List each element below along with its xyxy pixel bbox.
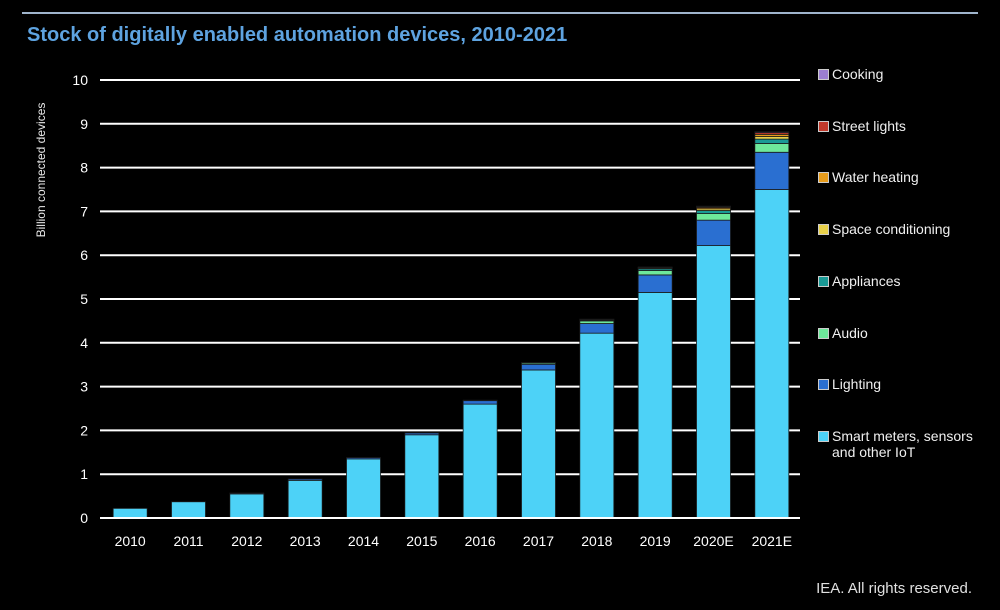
- x-tick-label: 2016: [465, 533, 496, 549]
- bar-segment: [287, 478, 323, 481]
- bar-segment: [637, 270, 673, 276]
- y-tick-label: 6: [80, 247, 88, 263]
- legend-swatch: [818, 69, 829, 80]
- bar-segment: [229, 493, 265, 519]
- y-tick-label: 8: [80, 160, 88, 176]
- chart-title: Stock of digitally enabled automation de…: [27, 24, 568, 46]
- legend-swatch: [818, 172, 829, 184]
- y-tick-label: 3: [80, 379, 88, 395]
- legend-item: Appliances: [818, 273, 988, 289]
- bar-segment: [521, 362, 556, 364]
- x-tick-label: 2017: [523, 533, 554, 549]
- bar-segment: [112, 507, 148, 519]
- bar-segment: [696, 210, 731, 214]
- bar-segment: [521, 369, 556, 519]
- legend-swatch: [818, 379, 829, 391]
- top-rule: [22, 12, 978, 14]
- bar-segment: [346, 458, 381, 519]
- bar-segment: [754, 151, 790, 190]
- bar-segment: [637, 292, 673, 519]
- bar-segment: [462, 403, 498, 519]
- legend-label: Cooking: [832, 66, 884, 82]
- bar-segment: [171, 501, 206, 519]
- bar-segment: [462, 399, 498, 402]
- x-tick-label: 2011: [173, 533, 203, 549]
- y-tick-label: 0: [80, 510, 88, 526]
- bar-segment: [287, 479, 323, 519]
- legend-swatch: [818, 430, 829, 442]
- legend-item: Cooking: [818, 66, 988, 82]
- legend-swatch: [818, 120, 829, 132]
- legend-item: Space conditioning: [818, 221, 988, 237]
- copyright-notice: IEA. All rights reserved.: [816, 580, 972, 597]
- bar-segment: [229, 492, 265, 495]
- bar-segment: [754, 131, 790, 133]
- x-tick-label: 2018: [581, 533, 612, 549]
- bar-segment: [346, 457, 381, 460]
- legend-label: Smart meters, sensors and other IoT: [832, 427, 973, 460]
- y-tick-label: 4: [80, 335, 88, 351]
- bar-segment: [696, 205, 731, 208]
- y-tick-label: 5: [80, 291, 88, 307]
- bar-segment: [462, 400, 498, 405]
- legend-item: Street lights: [818, 118, 988, 134]
- bar-segment: [754, 143, 790, 153]
- bar-segment: [696, 219, 731, 246]
- bar-segment: [579, 318, 615, 321]
- x-tick-label: 2014: [348, 533, 379, 549]
- legend-label: Street lights: [832, 117, 906, 134]
- bar-segment: [404, 432, 440, 436]
- bar-segment: [579, 323, 615, 334]
- x-tick-label: 2013: [290, 533, 321, 549]
- legend-label: Water heating: [832, 169, 919, 186]
- legend-label: Lighting: [832, 376, 882, 393]
- legend-item: Smart meters, sensors and other IoT: [818, 428, 988, 460]
- bar-segment: [637, 266, 673, 268]
- y-tick-label: 1: [80, 466, 88, 482]
- y-tick-label: 9: [80, 116, 88, 132]
- x-tick-label: 2015: [406, 533, 437, 549]
- legend-swatch: [818, 224, 829, 236]
- legend-item: Audio: [818, 325, 988, 341]
- x-tick-label: 2010: [115, 533, 146, 549]
- bar-segment: [754, 138, 790, 144]
- chart-legend: Cooking Street lights Water heating Space c…: [818, 0, 993, 540]
- bar-segment: [754, 189, 790, 519]
- legend-label: Appliances: [832, 272, 901, 289]
- bar-segment: [521, 363, 556, 371]
- y-tick-label: 7: [80, 203, 88, 219]
- x-tick-label: 2012: [231, 533, 262, 549]
- bar-segment: [404, 434, 440, 519]
- legend-swatch: [818, 327, 829, 339]
- y-tick-label: 10: [72, 72, 88, 88]
- x-tick-label: 2021E: [752, 533, 792, 549]
- bar-segment: [579, 332, 615, 519]
- x-tick-label: 2020E: [693, 533, 733, 549]
- bar-segment: [637, 274, 673, 293]
- bar-segment: [696, 213, 731, 221]
- legend-label: Space conditioning: [832, 221, 951, 238]
- x-tick-label: 2019: [640, 533, 671, 549]
- y-tick-label: 2: [80, 422, 88, 438]
- legend-item: Water heating: [818, 169, 988, 185]
- legend-label: Audio: [832, 324, 868, 341]
- bar-segment: [696, 245, 731, 519]
- legend-item: Lighting: [818, 376, 988, 392]
- legend-swatch: [818, 275, 829, 287]
